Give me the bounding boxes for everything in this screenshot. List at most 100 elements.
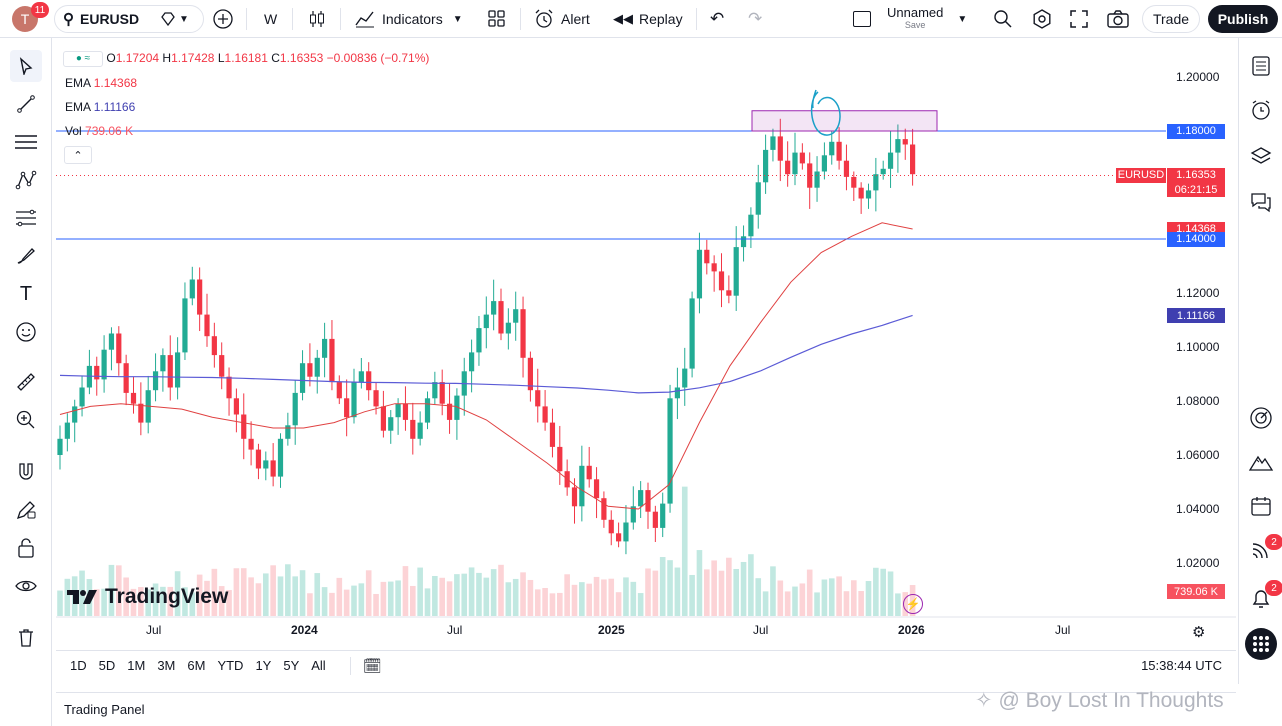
chart-type-button[interactable] — [308, 5, 326, 33]
range-button-1m[interactable]: 1M — [127, 658, 146, 673]
zoom-in-icon[interactable] — [10, 404, 42, 436]
utc-clock[interactable]: 15:38:44 UTC — [1141, 658, 1222, 673]
range-button-6m[interactable]: 6M — [187, 658, 206, 673]
candle-body — [880, 168, 886, 175]
range-button-5y[interactable]: 5Y — [283, 658, 300, 673]
candle-body — [483, 314, 489, 329]
camera-icon[interactable] — [1106, 5, 1130, 33]
volume-bar — [799, 583, 806, 616]
price-tag: 1.14000 — [1167, 231, 1225, 247]
range-button-1y[interactable]: 1Y — [255, 658, 272, 673]
add-symbol-button[interactable] — [212, 5, 234, 33]
volume-bar — [828, 578, 835, 616]
cursor-icon[interactable] — [10, 50, 42, 82]
settings-gear-icon[interactable] — [1031, 5, 1053, 33]
volume-bar — [211, 568, 218, 616]
watchlist-icon[interactable] — [1245, 50, 1277, 82]
range-button-ytd[interactable]: YTD — [217, 658, 244, 673]
layout-name: Unnamed — [887, 5, 944, 20]
symbol-search[interactable]: ⚲ EURUSD — [54, 5, 204, 33]
volume-bar — [770, 566, 776, 616]
pitchfork-icon[interactable] — [10, 164, 42, 196]
target-icon[interactable] — [1245, 402, 1277, 434]
collapse-legend-button[interactable]: ⌃ — [64, 146, 92, 164]
ruler-icon[interactable] — [10, 366, 42, 398]
apps-grid-icon[interactable] — [1245, 628, 1277, 660]
compare-symbol-button[interactable]: ▼ — [160, 5, 189, 33]
eye-icon[interactable] — [10, 570, 42, 602]
volume-bar — [858, 591, 864, 616]
volume-bar — [152, 583, 159, 616]
range-button-all[interactable]: All — [311, 658, 326, 673]
trade-button[interactable]: Trade — [1142, 5, 1200, 33]
candle-body — [79, 387, 85, 407]
layout-menu[interactable]: Unnamed Save ▼ — [853, 5, 967, 33]
lock-drawings-pencil-icon[interactable] — [10, 494, 42, 526]
series-visibility-icon[interactable]: ● ≈ — [63, 51, 103, 67]
undo-icon[interactable]: ↶ — [710, 9, 725, 28]
alert-button[interactable]: Alert — [533, 5, 590, 33]
volume-bar — [696, 550, 703, 616]
interval-button[interactable]: W — [264, 11, 278, 27]
candle-body — [740, 236, 747, 248]
volume-bar — [865, 581, 872, 616]
templates-button[interactable] — [487, 5, 507, 33]
lock-icon[interactable] — [10, 532, 42, 564]
trading-panel-tab[interactable]: Trading Panel — [56, 692, 1236, 726]
volume-bar — [145, 589, 151, 616]
chat-icon[interactable] — [1245, 186, 1277, 218]
price-chart[interactable] — [0, 0, 1282, 650]
trend-line-icon[interactable] — [10, 88, 42, 120]
volume-bar — [821, 579, 828, 616]
lightning-icon[interactable]: ⚡ — [903, 594, 923, 614]
range-button-3m[interactable]: 3M — [157, 658, 176, 673]
price-tag: 1.11166 — [1167, 308, 1225, 324]
close-value: 1.16353 — [279, 51, 324, 66]
date-range-calendar-icon[interactable]: 🗓 — [362, 657, 382, 675]
fullscreen-icon[interactable] — [1069, 5, 1089, 33]
volume-bar — [204, 580, 210, 616]
trash-icon[interactable] — [10, 622, 42, 654]
resistance-zone-rectangle — [751, 110, 938, 132]
time-tick-label: 2024 — [291, 623, 318, 637]
layers-icon[interactable] — [1245, 140, 1277, 172]
emoji-icon[interactable] — [10, 316, 42, 348]
volume-bar — [755, 578, 762, 616]
range-button-1d[interactable]: 1D — [70, 658, 87, 673]
axis-settings-icon[interactable]: ⚙ — [1192, 624, 1206, 641]
ema-slow-value: 1.11166 — [93, 100, 136, 114]
clock-alerts-icon[interactable] — [1245, 94, 1277, 126]
candle-body — [865, 190, 872, 199]
indicators-button[interactable]: Indicators ▼ — [354, 5, 463, 33]
watermark-text: @ Boy Lost In Thoughts — [998, 689, 1224, 712]
volume-bar — [586, 583, 592, 616]
brush-icon[interactable] — [10, 240, 42, 272]
volume-bar — [130, 588, 137, 616]
grid-icon — [488, 10, 505, 27]
volume-bar — [358, 583, 365, 616]
magnet-icon[interactable] — [10, 456, 42, 488]
ohlc-legend: ● ≈ O1.17204 H1.17428 L1.16181 C1.16353 … — [63, 51, 429, 67]
tradingview-logo[interactable]: TradingView — [67, 585, 228, 609]
ema-slow-legend[interactable]: EMA 1.11166 — [65, 100, 136, 114]
ema-fast-legend[interactable]: EMA 1.14368 — [65, 76, 138, 90]
mountain-chart-icon[interactable] — [1245, 446, 1277, 478]
range-button-5d[interactable]: 5D — [98, 658, 116, 673]
fib-retracement-icon[interactable] — [10, 202, 42, 234]
candle-body — [241, 414, 247, 439]
horizontal-lines-icon[interactable] — [10, 126, 42, 158]
text-icon[interactable]: T — [19, 282, 33, 305]
candle-body — [608, 519, 614, 534]
calendar-icon[interactable] — [1245, 490, 1277, 522]
replay-icon: ◀◀ — [613, 11, 633, 26]
publish-button[interactable]: Publish — [1208, 5, 1278, 33]
volume-legend[interactable]: Vol 739.06 K — [65, 124, 134, 138]
replay-button[interactable]: ◀◀ Replay — [613, 5, 683, 33]
redo-icon[interactable]: ↷ — [748, 9, 763, 28]
quick-search-icon[interactable] — [992, 5, 1014, 33]
replay-label: Replay — [639, 11, 683, 27]
drawing-toolbar: T — [0, 38, 52, 726]
bell-icon[interactable] — [1245, 582, 1277, 614]
ideas-broadcast-icon[interactable] — [1245, 534, 1277, 566]
volume-bar — [873, 567, 879, 616]
